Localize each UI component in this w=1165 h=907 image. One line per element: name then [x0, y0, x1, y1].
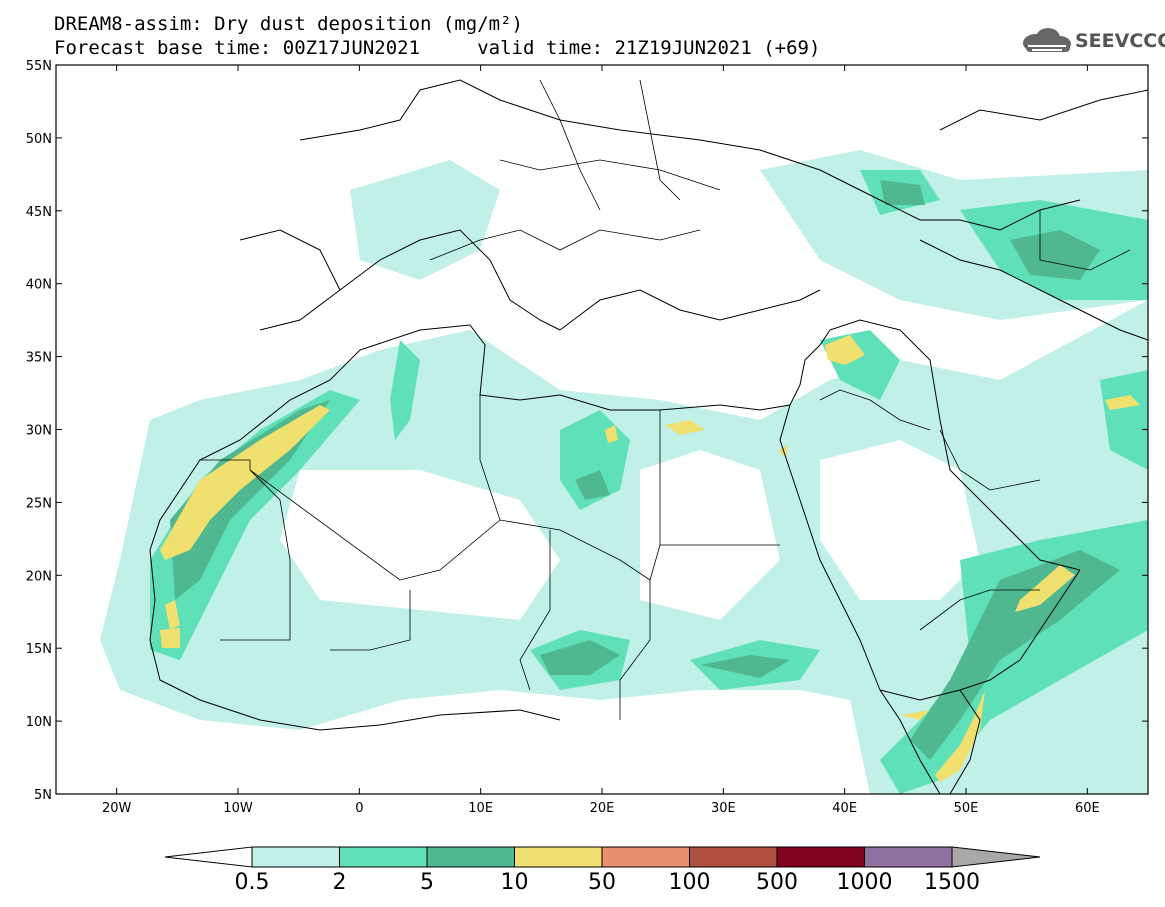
map-title: DREAM8-assim: Dry dust deposition (mg/m²… [54, 13, 523, 35]
colorbar-label: 5 [420, 870, 434, 895]
lat-tick-label: 20N [26, 569, 52, 584]
colorbar-label: 2 [332, 870, 347, 895]
lat-tick-label: 25N [26, 496, 52, 511]
colorbar-min-arrow [164, 846, 253, 868]
lon-axis: 20W 10W 0 10E 20E 30E 40E 50E 60E [102, 65, 1100, 816]
lat-tick-label: 35N [26, 351, 52, 366]
cloud-icon [1023, 28, 1071, 52]
lat-tick-label: 15N [26, 642, 52, 657]
lat-tick-label: 30N [26, 424, 52, 439]
dust-fields [100, 150, 1148, 794]
lon-tick-label: 20W [102, 801, 132, 816]
colorbar-cell [426, 846, 515, 868]
map-subtitle: Forecast base time: 00Z17JUN2021 valid t… [54, 37, 821, 59]
lon-tick-label: 10E [468, 801, 493, 816]
colorbar-cell [601, 846, 690, 868]
lat-axis: 55N 50N 45N 40N 35N 30N 25N 20N 15N 10N 5N [26, 59, 1148, 803]
lon-tick-label: 20E [590, 801, 615, 816]
lon-tick-label: 60E [1075, 801, 1100, 816]
colorbar-label: 500 [756, 870, 798, 895]
lon-tick-label: 40E [832, 801, 857, 816]
lon-tick-label: 0 [355, 801, 363, 816]
colorbar-label: 50 [588, 870, 616, 895]
lat-tick-label: 45N [26, 205, 52, 220]
colorbar-cell [514, 846, 603, 868]
colorbar-label: 100 [668, 870, 711, 895]
lon-tick-label: 30E [711, 801, 736, 816]
lat-tick-label: 50N [26, 132, 52, 147]
colorbar-label: 0.5 [234, 870, 270, 895]
colorbar-cell [776, 846, 865, 868]
colorbar-cell [689, 846, 778, 868]
lon-tick-label: 10W [223, 801, 253, 816]
coastlines [149, 79, 1148, 794]
colorbar-max-arrow [951, 846, 1041, 868]
borders [200, 79, 1131, 720]
colorbar-cell [864, 846, 953, 868]
lat-tick-label: 55N [26, 59, 52, 74]
lat-tick-label: 10N [26, 715, 52, 730]
colorbar-cell [339, 846, 428, 868]
lat-tick-label: 5N [34, 788, 52, 803]
lon-tick-label: 50E [954, 801, 979, 816]
colorbar-label: 1500 [924, 870, 980, 895]
logo-text: SEEVCCC [1075, 30, 1165, 52]
colorbar-label: 10 [500, 870, 529, 895]
lat-tick-label: 40N [26, 278, 52, 293]
colorbar-cell [251, 846, 340, 868]
colorbar-label: 1000 [836, 870, 893, 895]
